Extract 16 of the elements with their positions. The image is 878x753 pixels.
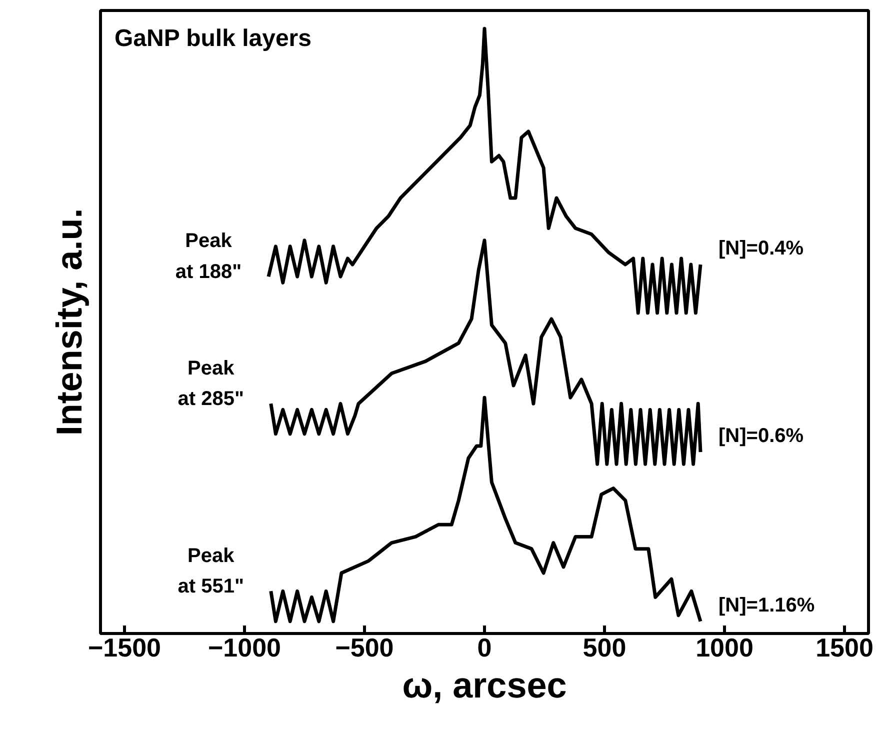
annotation: GaNP bulk layers bbox=[114, 25, 312, 52]
x-tick-label: 0 bbox=[477, 632, 492, 662]
x-tick-label: −1500 bbox=[88, 632, 162, 662]
annotation: Peak at 551" bbox=[178, 544, 244, 598]
x-tick-label: −1000 bbox=[208, 632, 282, 662]
series-label: [N]=0.4% bbox=[718, 238, 804, 260]
x-axis-title: ω, arcsec bbox=[402, 664, 567, 706]
y-axis-title: Intensity, a.u. bbox=[48, 208, 90, 436]
annotation: Peak at 188" bbox=[175, 230, 242, 284]
x-tick-label: −500 bbox=[335, 632, 394, 662]
x-tick-label: 1000 bbox=[696, 632, 754, 662]
x-tick-label: 500 bbox=[582, 632, 626, 662]
x-tick-label: 1500 bbox=[816, 632, 874, 662]
series-label: [N]=0.6% bbox=[718, 425, 804, 448]
annotation: Peak at 285" bbox=[178, 357, 244, 410]
series-label: [N]=1.16% bbox=[718, 594, 815, 616]
